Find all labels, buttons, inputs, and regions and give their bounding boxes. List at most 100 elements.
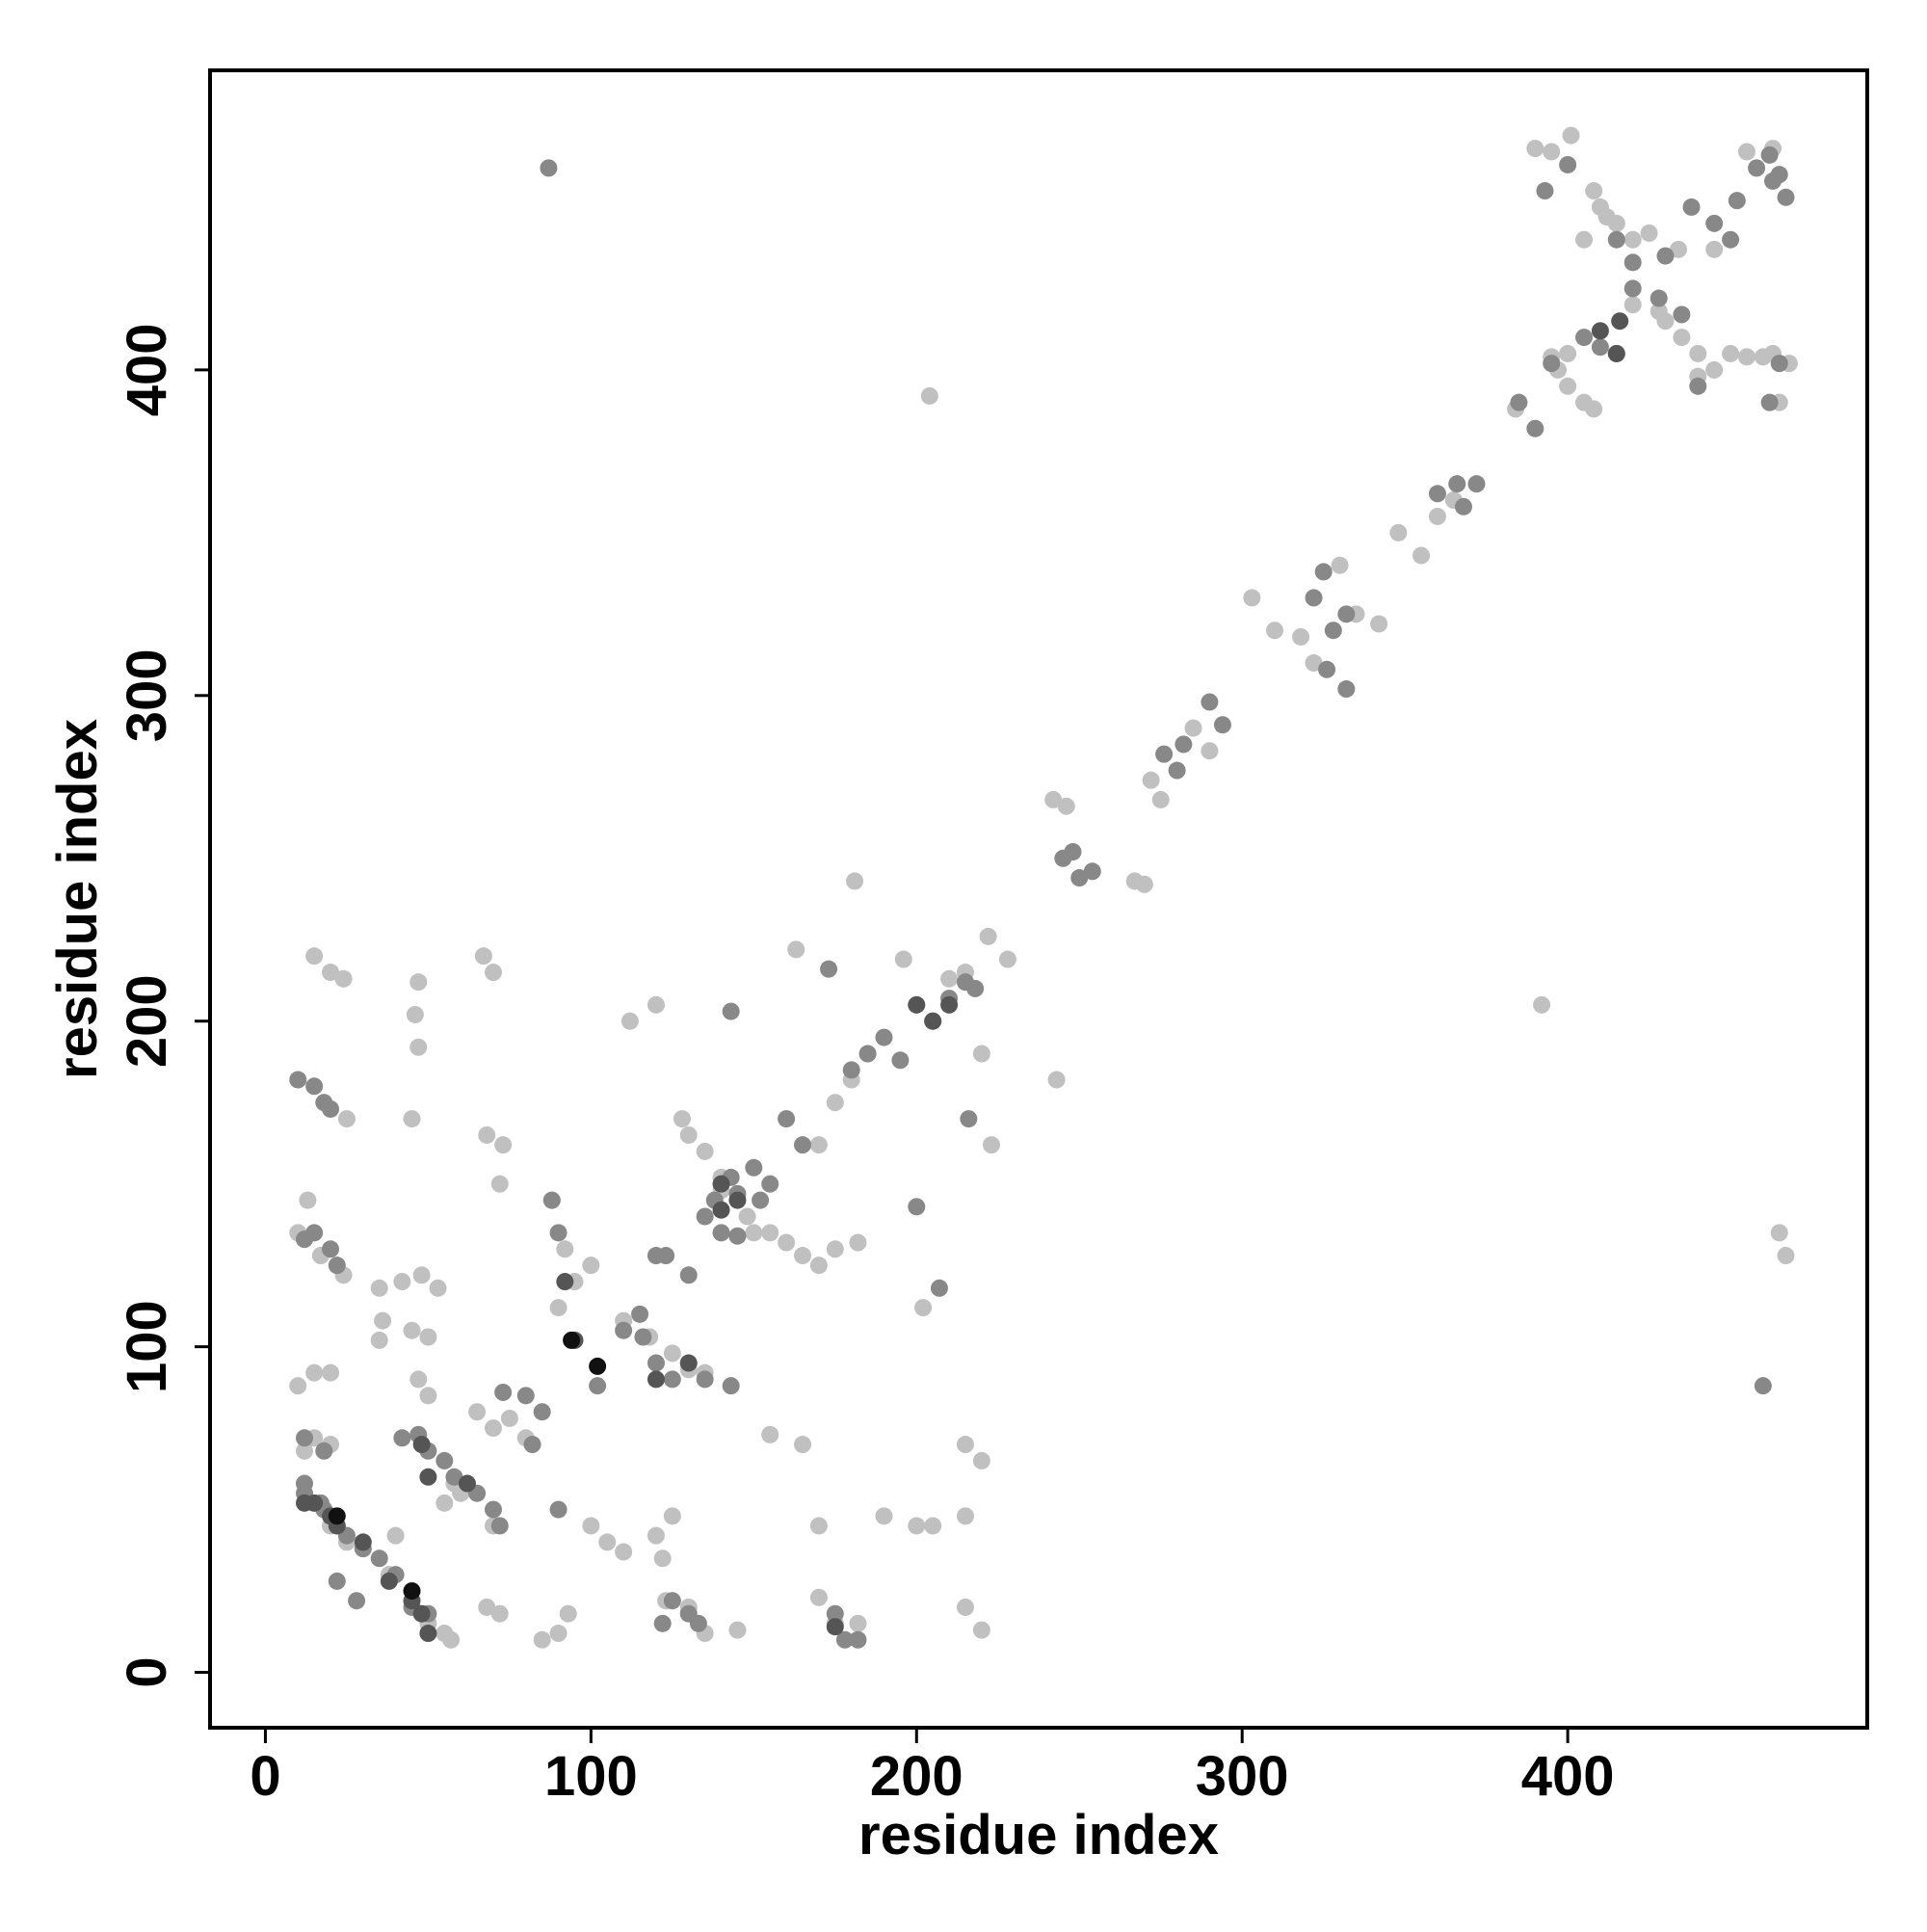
x-axis-title: residue index [858, 1804, 1219, 1866]
point [289, 1071, 307, 1089]
point [490, 1517, 509, 1535]
point [689, 1614, 707, 1632]
point [1575, 230, 1594, 249]
point [380, 1572, 398, 1590]
point [295, 1494, 313, 1512]
point [835, 1630, 854, 1649]
point [722, 1002, 740, 1020]
point [924, 1012, 942, 1030]
point [370, 1279, 388, 1297]
point [1728, 192, 1746, 210]
point [582, 1257, 600, 1275]
point [1607, 214, 1625, 232]
point [1689, 344, 1707, 362]
point [620, 1012, 639, 1030]
point [1722, 230, 1740, 249]
point [1201, 742, 1219, 760]
point [1184, 719, 1202, 737]
point [1324, 622, 1342, 640]
point [393, 1429, 411, 1447]
point [875, 1507, 893, 1525]
point [722, 1377, 740, 1395]
point [673, 1110, 691, 1128]
point [787, 940, 805, 959]
point [820, 960, 838, 978]
point [582, 1517, 600, 1535]
point [1591, 338, 1609, 357]
point [647, 1354, 665, 1372]
point [322, 1363, 340, 1382]
point [412, 1436, 431, 1454]
point [1543, 355, 1561, 373]
point [1670, 240, 1688, 258]
x-tick-label: 400 [1521, 1745, 1615, 1808]
point [908, 995, 926, 1014]
point [409, 1038, 428, 1056]
point [1705, 360, 1724, 379]
point [1412, 546, 1431, 565]
point [794, 1247, 812, 1265]
y-tick-label: 200 [116, 974, 178, 1068]
point [436, 1494, 454, 1512]
point [490, 1604, 509, 1623]
point [663, 1370, 681, 1389]
point [615, 1321, 633, 1339]
point [1389, 523, 1408, 542]
point [826, 1618, 844, 1636]
point [458, 1474, 476, 1493]
point [809, 1517, 828, 1535]
point [305, 1363, 324, 1382]
point [1705, 240, 1724, 258]
point [289, 1377, 307, 1395]
point [761, 1224, 779, 1242]
point [858, 1045, 877, 1063]
point [1175, 735, 1193, 754]
point [533, 1630, 551, 1649]
point [1656, 247, 1675, 265]
point [1770, 355, 1788, 373]
point [1064, 843, 1082, 861]
point [1057, 797, 1075, 815]
point [549, 1500, 568, 1519]
point [429, 1279, 447, 1297]
point [1623, 253, 1642, 272]
point [1201, 693, 1219, 711]
point [436, 1451, 454, 1469]
point [1370, 615, 1388, 633]
point [1689, 377, 1707, 395]
point [1777, 188, 1795, 206]
point [540, 159, 558, 177]
point [894, 950, 912, 968]
point [322, 1099, 340, 1118]
point [445, 1468, 463, 1486]
point [663, 1344, 681, 1363]
point [972, 1045, 990, 1063]
point [1611, 312, 1629, 331]
point [1777, 1247, 1795, 1265]
point [738, 1207, 756, 1226]
point [1585, 400, 1603, 418]
point [419, 1387, 437, 1405]
point [960, 1110, 978, 1128]
point [1213, 716, 1231, 734]
point [403, 1110, 421, 1128]
point [403, 1321, 421, 1339]
point [794, 1436, 812, 1454]
point [1142, 771, 1160, 789]
point [1265, 622, 1283, 640]
point [315, 1442, 333, 1460]
point [940, 969, 959, 988]
point [549, 1224, 568, 1242]
point [1623, 296, 1642, 314]
point [778, 1233, 796, 1252]
point [696, 1142, 714, 1160]
point [972, 1621, 990, 1639]
point [647, 1247, 665, 1265]
point [1337, 605, 1356, 623]
point [409, 973, 428, 992]
point [1562, 126, 1580, 145]
point [370, 1331, 388, 1349]
point [1083, 862, 1101, 881]
point [386, 1526, 405, 1545]
